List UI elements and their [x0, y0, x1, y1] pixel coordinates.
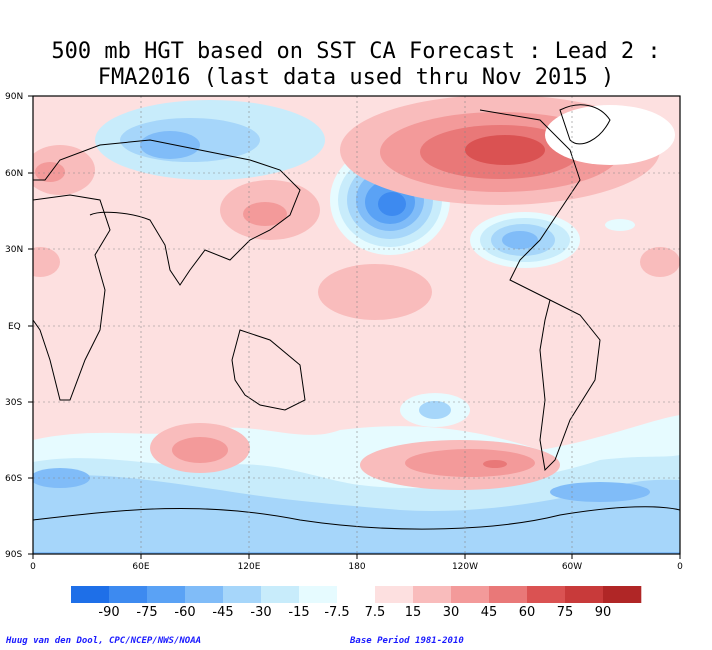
lat-label-30n: 30N: [5, 245, 23, 255]
lat-label-eq: EQ: [8, 322, 21, 332]
colorbar-label: -15: [288, 605, 309, 620]
colorbar-labels: -90 -75 -60 -45 -30 -15 -7.5 7.5 15 30 45 60 75 90: [98, 605, 611, 620]
lat-label-30s: 30S: [5, 398, 22, 408]
colorbar-swatch: [451, 586, 490, 603]
coastlines: [33, 104, 680, 530]
colorbar-label: 7.5: [365, 605, 386, 620]
lon-label-120w: 120W: [452, 562, 478, 572]
colorbar-swatch: [147, 586, 186, 603]
colorbar-label: -60: [174, 605, 195, 620]
lon-label-120e: 120E: [238, 562, 261, 572]
colorbar-label: 15: [405, 605, 422, 620]
lon-label-180: 180: [348, 562, 365, 572]
lon-label-0: 0: [30, 562, 36, 572]
graticule: [33, 96, 680, 554]
colorbar-swatch: [223, 586, 262, 603]
colorbar-label: 90: [595, 605, 612, 620]
lat-label-60s: 60S: [5, 474, 22, 484]
colorbar-swatch: [71, 586, 110, 603]
colorbar-swatch: [109, 586, 148, 603]
anomaly-field: [33, 96, 680, 554]
colorbar-swatch: [185, 586, 224, 603]
colorbar-swatch: [565, 586, 604, 603]
lat-label-90s: 90S: [5, 550, 22, 560]
colorbar-label: -7.5: [324, 605, 349, 620]
colorbar-label: -30: [250, 605, 271, 620]
lat-label-90n: 90N: [5, 92, 23, 102]
colorbar-label: 30: [443, 605, 460, 620]
colorbar-label: -75: [136, 605, 157, 620]
colorbar-label: -90: [98, 605, 119, 620]
lon-label-60e: 60E: [132, 562, 149, 572]
credit-text: Huug van den Dool, CPC/NCEP/NWS/NOAA: [6, 636, 202, 646]
lon-label-60w: 60W: [562, 562, 582, 572]
colorbar-label: 45: [481, 605, 498, 620]
colorbar-swatch: [603, 586, 642, 603]
colorbar-swatch: [489, 586, 528, 603]
lat-label-60n: 60N: [5, 169, 23, 179]
colorbar-label: 75: [557, 605, 574, 620]
colorbar-label: -45: [212, 605, 233, 620]
colorbar-swatch: [337, 586, 376, 603]
colorbar-swatch: [375, 586, 414, 603]
lon-label-0-east: 0: [677, 562, 683, 572]
colorbar-swatch: [527, 586, 566, 603]
colorbar-swatch: [299, 586, 338, 603]
colorbar-swatch: [261, 586, 300, 603]
colorbar: [71, 586, 642, 603]
colorbar-label: 60: [519, 605, 536, 620]
map-title-line2: FMA2016 (last data used thru Nov 2015 ): [97, 65, 615, 90]
base-period-text: Base Period 1981-2010: [350, 636, 464, 646]
map-title-line1: 500 mb HGT based on SST CA Forecast : Le…: [51, 39, 661, 64]
colorbar-swatch: [413, 586, 452, 603]
